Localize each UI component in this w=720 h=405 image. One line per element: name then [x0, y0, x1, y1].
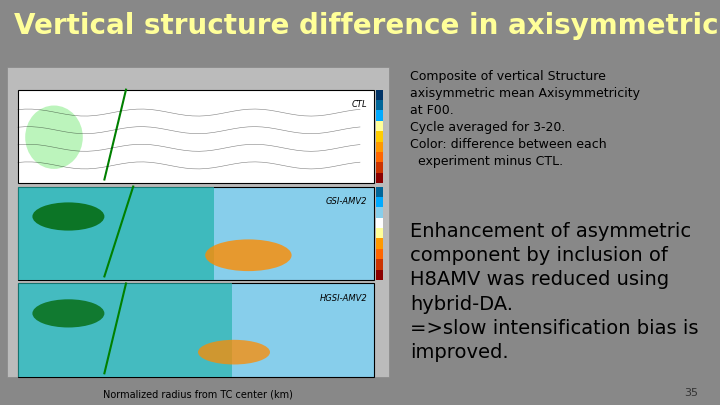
FancyBboxPatch shape: [376, 187, 383, 197]
Text: Vertical structure difference in axisymmetricity: Vertical structure difference in axisymm…: [14, 12, 720, 40]
FancyBboxPatch shape: [376, 100, 383, 111]
Text: 35: 35: [685, 388, 698, 398]
Ellipse shape: [32, 299, 104, 328]
Ellipse shape: [205, 239, 292, 271]
Text: CTL: CTL: [351, 100, 367, 109]
FancyBboxPatch shape: [376, 249, 383, 259]
FancyBboxPatch shape: [376, 228, 383, 239]
FancyBboxPatch shape: [376, 90, 383, 100]
Text: Composite of vertical Structure
axisymmetric mean Axisymmetricity
at F00.
Cycle : Composite of vertical Structure axisymme…: [410, 70, 640, 168]
Text: Normalized radius from TC center (km): Normalized radius from TC center (km): [103, 390, 293, 399]
FancyBboxPatch shape: [7, 67, 389, 377]
FancyBboxPatch shape: [376, 111, 383, 121]
FancyBboxPatch shape: [376, 239, 383, 249]
FancyBboxPatch shape: [376, 259, 383, 270]
FancyBboxPatch shape: [18, 187, 214, 280]
Ellipse shape: [25, 106, 83, 169]
FancyBboxPatch shape: [376, 141, 383, 152]
Text: Enhancement of asymmetric
component by inclusion of
H8AMV was reduced using
hybr: Enhancement of asymmetric component by i…: [410, 222, 699, 362]
FancyBboxPatch shape: [376, 270, 383, 280]
Ellipse shape: [198, 340, 270, 364]
FancyBboxPatch shape: [376, 217, 383, 228]
Text: GSI-AMV2: GSI-AMV2: [325, 197, 367, 206]
FancyBboxPatch shape: [376, 197, 383, 207]
FancyBboxPatch shape: [18, 187, 374, 280]
Text: HGSI-AMV2: HGSI-AMV2: [320, 294, 367, 303]
FancyBboxPatch shape: [376, 207, 383, 217]
FancyBboxPatch shape: [376, 152, 383, 162]
FancyBboxPatch shape: [376, 121, 383, 131]
FancyBboxPatch shape: [376, 173, 383, 183]
FancyBboxPatch shape: [376, 162, 383, 173]
FancyBboxPatch shape: [18, 90, 374, 183]
FancyBboxPatch shape: [18, 284, 232, 377]
FancyBboxPatch shape: [376, 131, 383, 141]
Ellipse shape: [32, 202, 104, 230]
FancyBboxPatch shape: [18, 284, 374, 377]
